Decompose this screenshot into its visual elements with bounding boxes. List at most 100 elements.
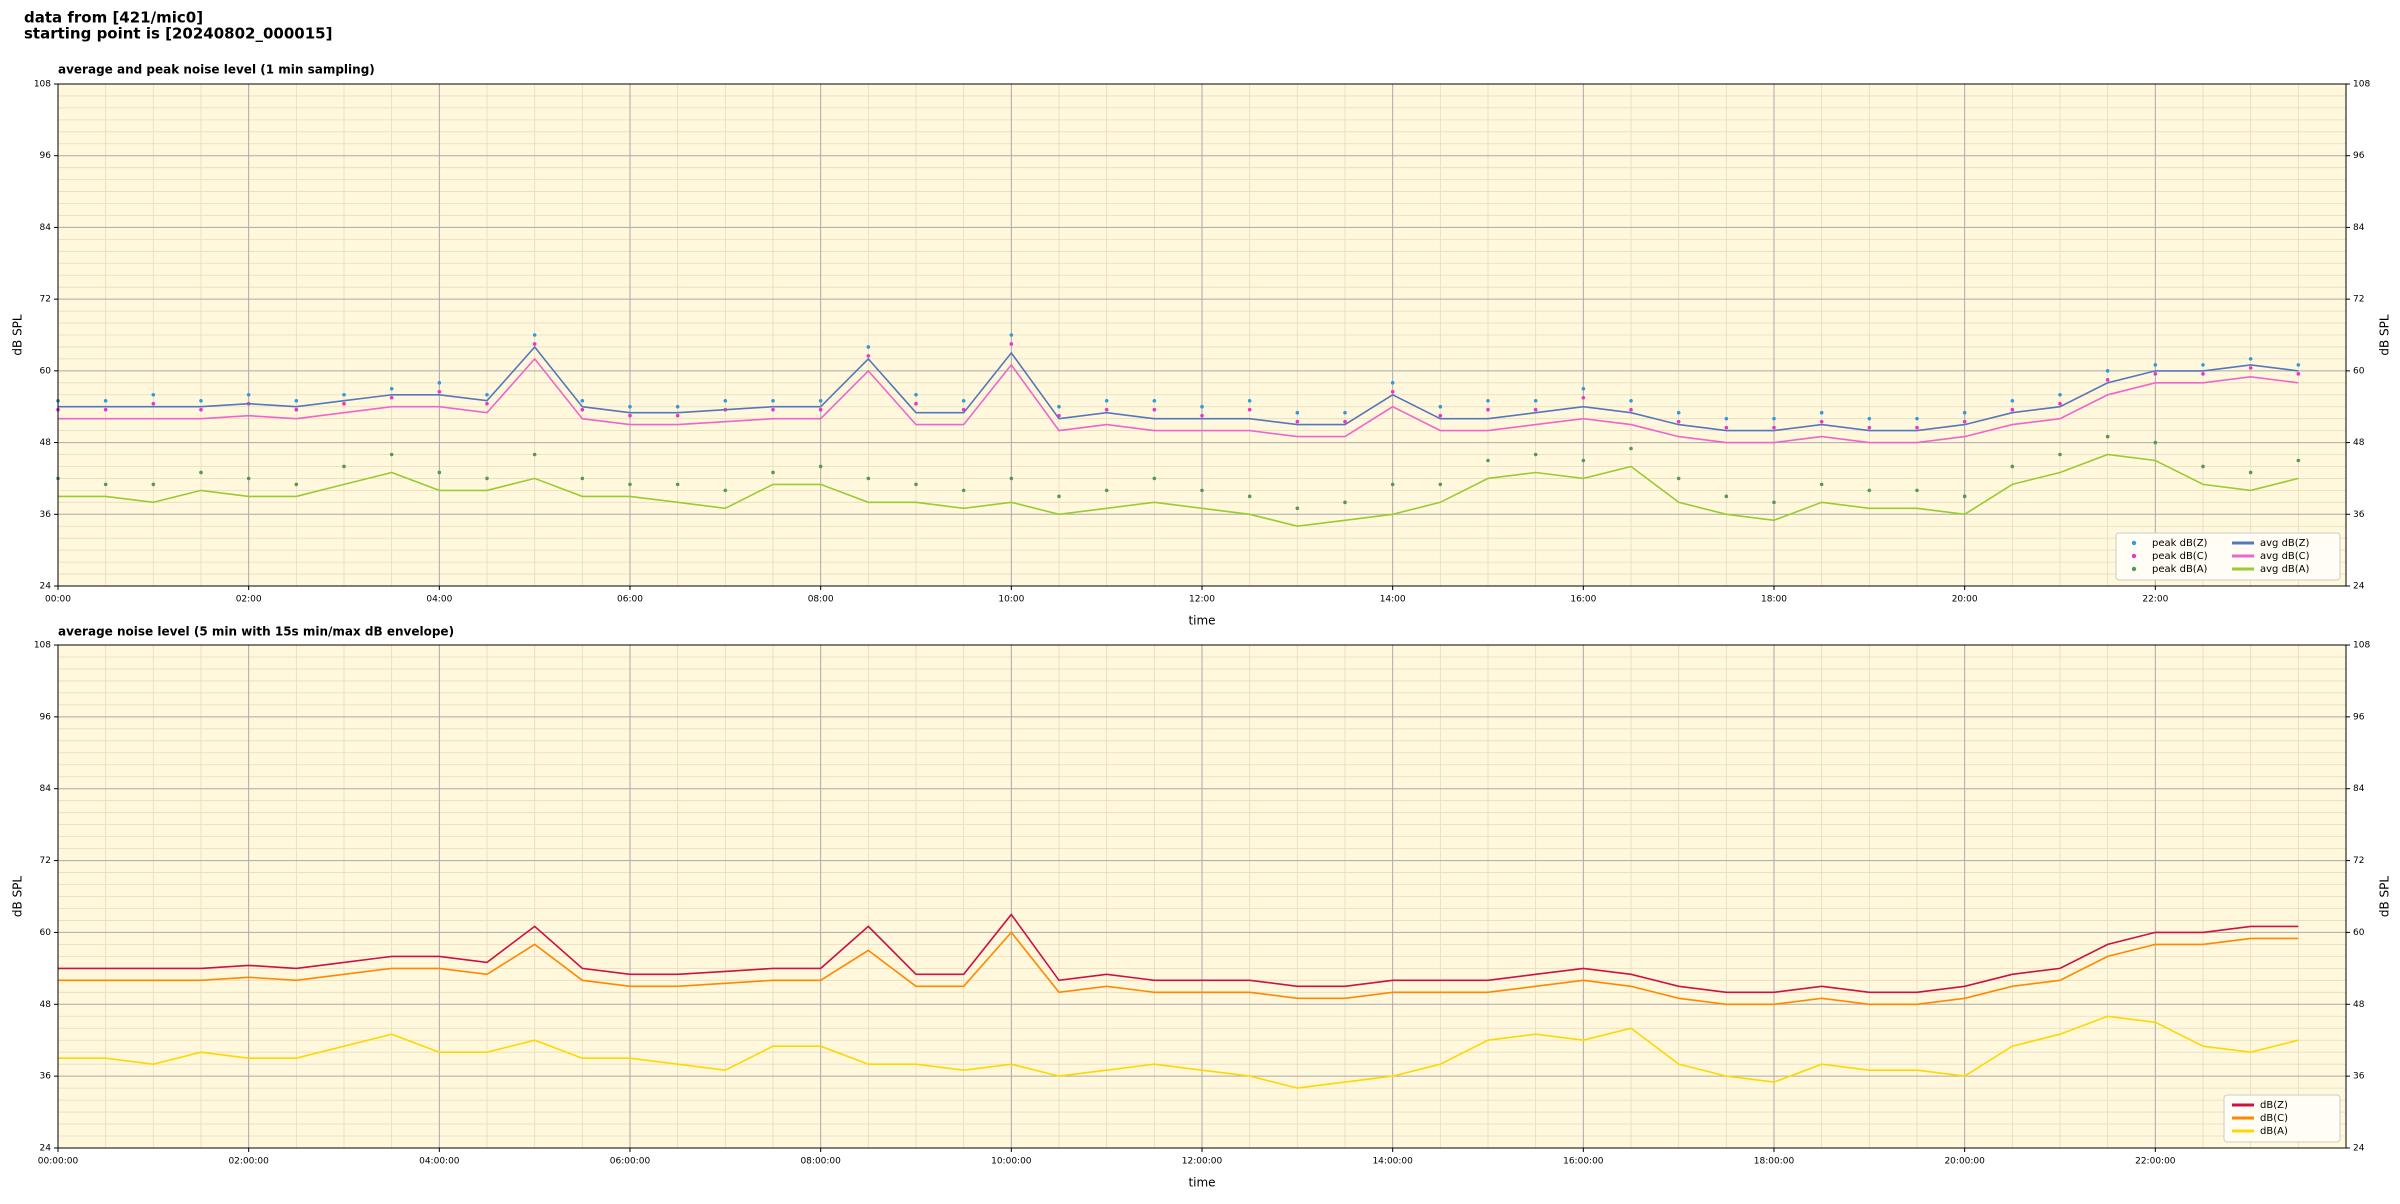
peak-point — [294, 398, 299, 403]
peak-point — [1533, 398, 1538, 403]
legend-marker — [2131, 540, 2137, 546]
peak-point — [1104, 398, 1109, 403]
header-line: data from [421/mic0] — [24, 9, 203, 27]
y-tick-label: 24 — [2353, 1144, 2365, 1154]
peak-point — [2010, 398, 2015, 403]
y-tick-label: 36 — [40, 510, 52, 520]
peak-point — [866, 345, 871, 349]
x-tick-label: 16:00 — [1570, 595, 1596, 605]
y-tick-label: 72 — [2353, 856, 2364, 866]
x-tick-label: 20:00:00 — [1944, 1157, 1985, 1167]
y-tick-label: 24 — [40, 582, 52, 592]
peak-point — [914, 392, 918, 397]
peak-point — [1724, 494, 1729, 499]
x-tick-label: 08:00 — [808, 595, 834, 605]
x-tick-label: 18:00 — [1761, 595, 1787, 605]
peak-point — [1486, 458, 1490, 463]
x-tick-label: 00:00:00 — [38, 1157, 79, 1167]
peak-point — [1962, 494, 1967, 499]
peak-point — [1629, 446, 1633, 451]
y-tick-label: 48 — [2353, 1000, 2365, 1010]
legend-label: avg dB(Z) — [2260, 538, 2310, 549]
y-tick-label: 108 — [34, 641, 51, 651]
peak-point — [1724, 425, 1729, 430]
y-tick-label: 108 — [34, 80, 51, 90]
peak-point — [2153, 440, 2158, 445]
y-tick-label: 84 — [40, 784, 52, 794]
y-tick-label: 48 — [40, 438, 52, 448]
peak-point — [1533, 452, 1538, 457]
peak-point — [1009, 333, 1014, 337]
peak-point — [2248, 357, 2253, 361]
peak-point — [1438, 482, 1443, 487]
y-tick-label: 36 — [2353, 1072, 2365, 1082]
peak-point — [1152, 398, 1157, 403]
peak-point — [1581, 386, 1586, 391]
peak-point — [389, 395, 394, 400]
y-tick-label: 96 — [2353, 712, 2365, 722]
y-tick-label: 24 — [2353, 582, 2365, 592]
y-tick-label: 36 — [40, 1072, 52, 1082]
y-tick-label: 24 — [40, 1144, 52, 1154]
x-axis-label: time — [1188, 614, 1215, 628]
peak-point — [1247, 494, 1252, 499]
peak-point — [1295, 506, 1300, 511]
peak-point — [2248, 366, 2253, 370]
x-tick-label: 16:00:00 — [1563, 1157, 1604, 1167]
series-line — [58, 357, 2299, 444]
peak-point — [1772, 500, 1776, 505]
peak-point — [1676, 419, 1681, 424]
y-tick-label: 60 — [40, 366, 52, 376]
peak-point — [1581, 458, 1586, 463]
peak-point — [1343, 500, 1347, 505]
peak-point — [294, 407, 299, 412]
peak-point — [2105, 434, 2110, 439]
peak-point — [675, 482, 680, 487]
x-tick-label: 18:00:00 — [1754, 1157, 1795, 1167]
peak-point — [199, 470, 203, 475]
y-axis-label: dB SPL — [2378, 876, 2392, 918]
peak-point — [2010, 464, 2015, 469]
legend-marker — [2131, 553, 2137, 559]
peak-point — [2201, 464, 2205, 469]
peak-point — [1057, 404, 1061, 409]
peak-point — [103, 398, 108, 403]
peak-point — [1200, 404, 1204, 409]
y-tick-label: 96 — [2353, 151, 2365, 161]
peak-point — [723, 488, 728, 493]
y-tick-label: 108 — [2353, 641, 2370, 651]
x-tick-label: 04:00 — [426, 595, 452, 605]
peak-point — [1629, 398, 1633, 403]
x-tick-label: 20:00 — [1952, 595, 1978, 605]
peak-point — [246, 476, 251, 481]
series-line — [58, 1015, 2299, 1089]
peak-point — [1247, 398, 1252, 403]
y-tick-label: 60 — [2353, 928, 2365, 938]
peak-point — [2105, 369, 2110, 373]
peak-point — [675, 404, 680, 409]
peak-point — [1867, 425, 1872, 430]
x-tick-label: 10:00 — [998, 595, 1024, 605]
peak-point — [1152, 476, 1157, 481]
peak-point — [103, 407, 108, 412]
y-tick-label: 48 — [40, 1000, 52, 1010]
peak-point — [1343, 410, 1347, 415]
peak-point — [580, 398, 585, 403]
peak-point — [2296, 372, 2301, 376]
y-tick-label: 108 — [2353, 80, 2370, 90]
x-tick-label: 12:00:00 — [1182, 1157, 1223, 1167]
x-tick-label: 02:00:00 — [228, 1157, 269, 1167]
x-tick-label: 08:00:00 — [800, 1157, 841, 1167]
peak-point — [628, 413, 632, 418]
peak-point — [2248, 470, 2253, 475]
peak-point — [342, 401, 346, 406]
y-tick-label: 96 — [40, 151, 52, 161]
peak-point — [1295, 419, 1300, 424]
peak-point — [771, 470, 775, 475]
series-line — [58, 453, 2299, 528]
peak-point — [199, 407, 203, 412]
panel-title: average noise level (5 min with 15s min/… — [58, 625, 454, 639]
peak-point — [2201, 372, 2205, 376]
peak-point — [1581, 395, 1586, 400]
